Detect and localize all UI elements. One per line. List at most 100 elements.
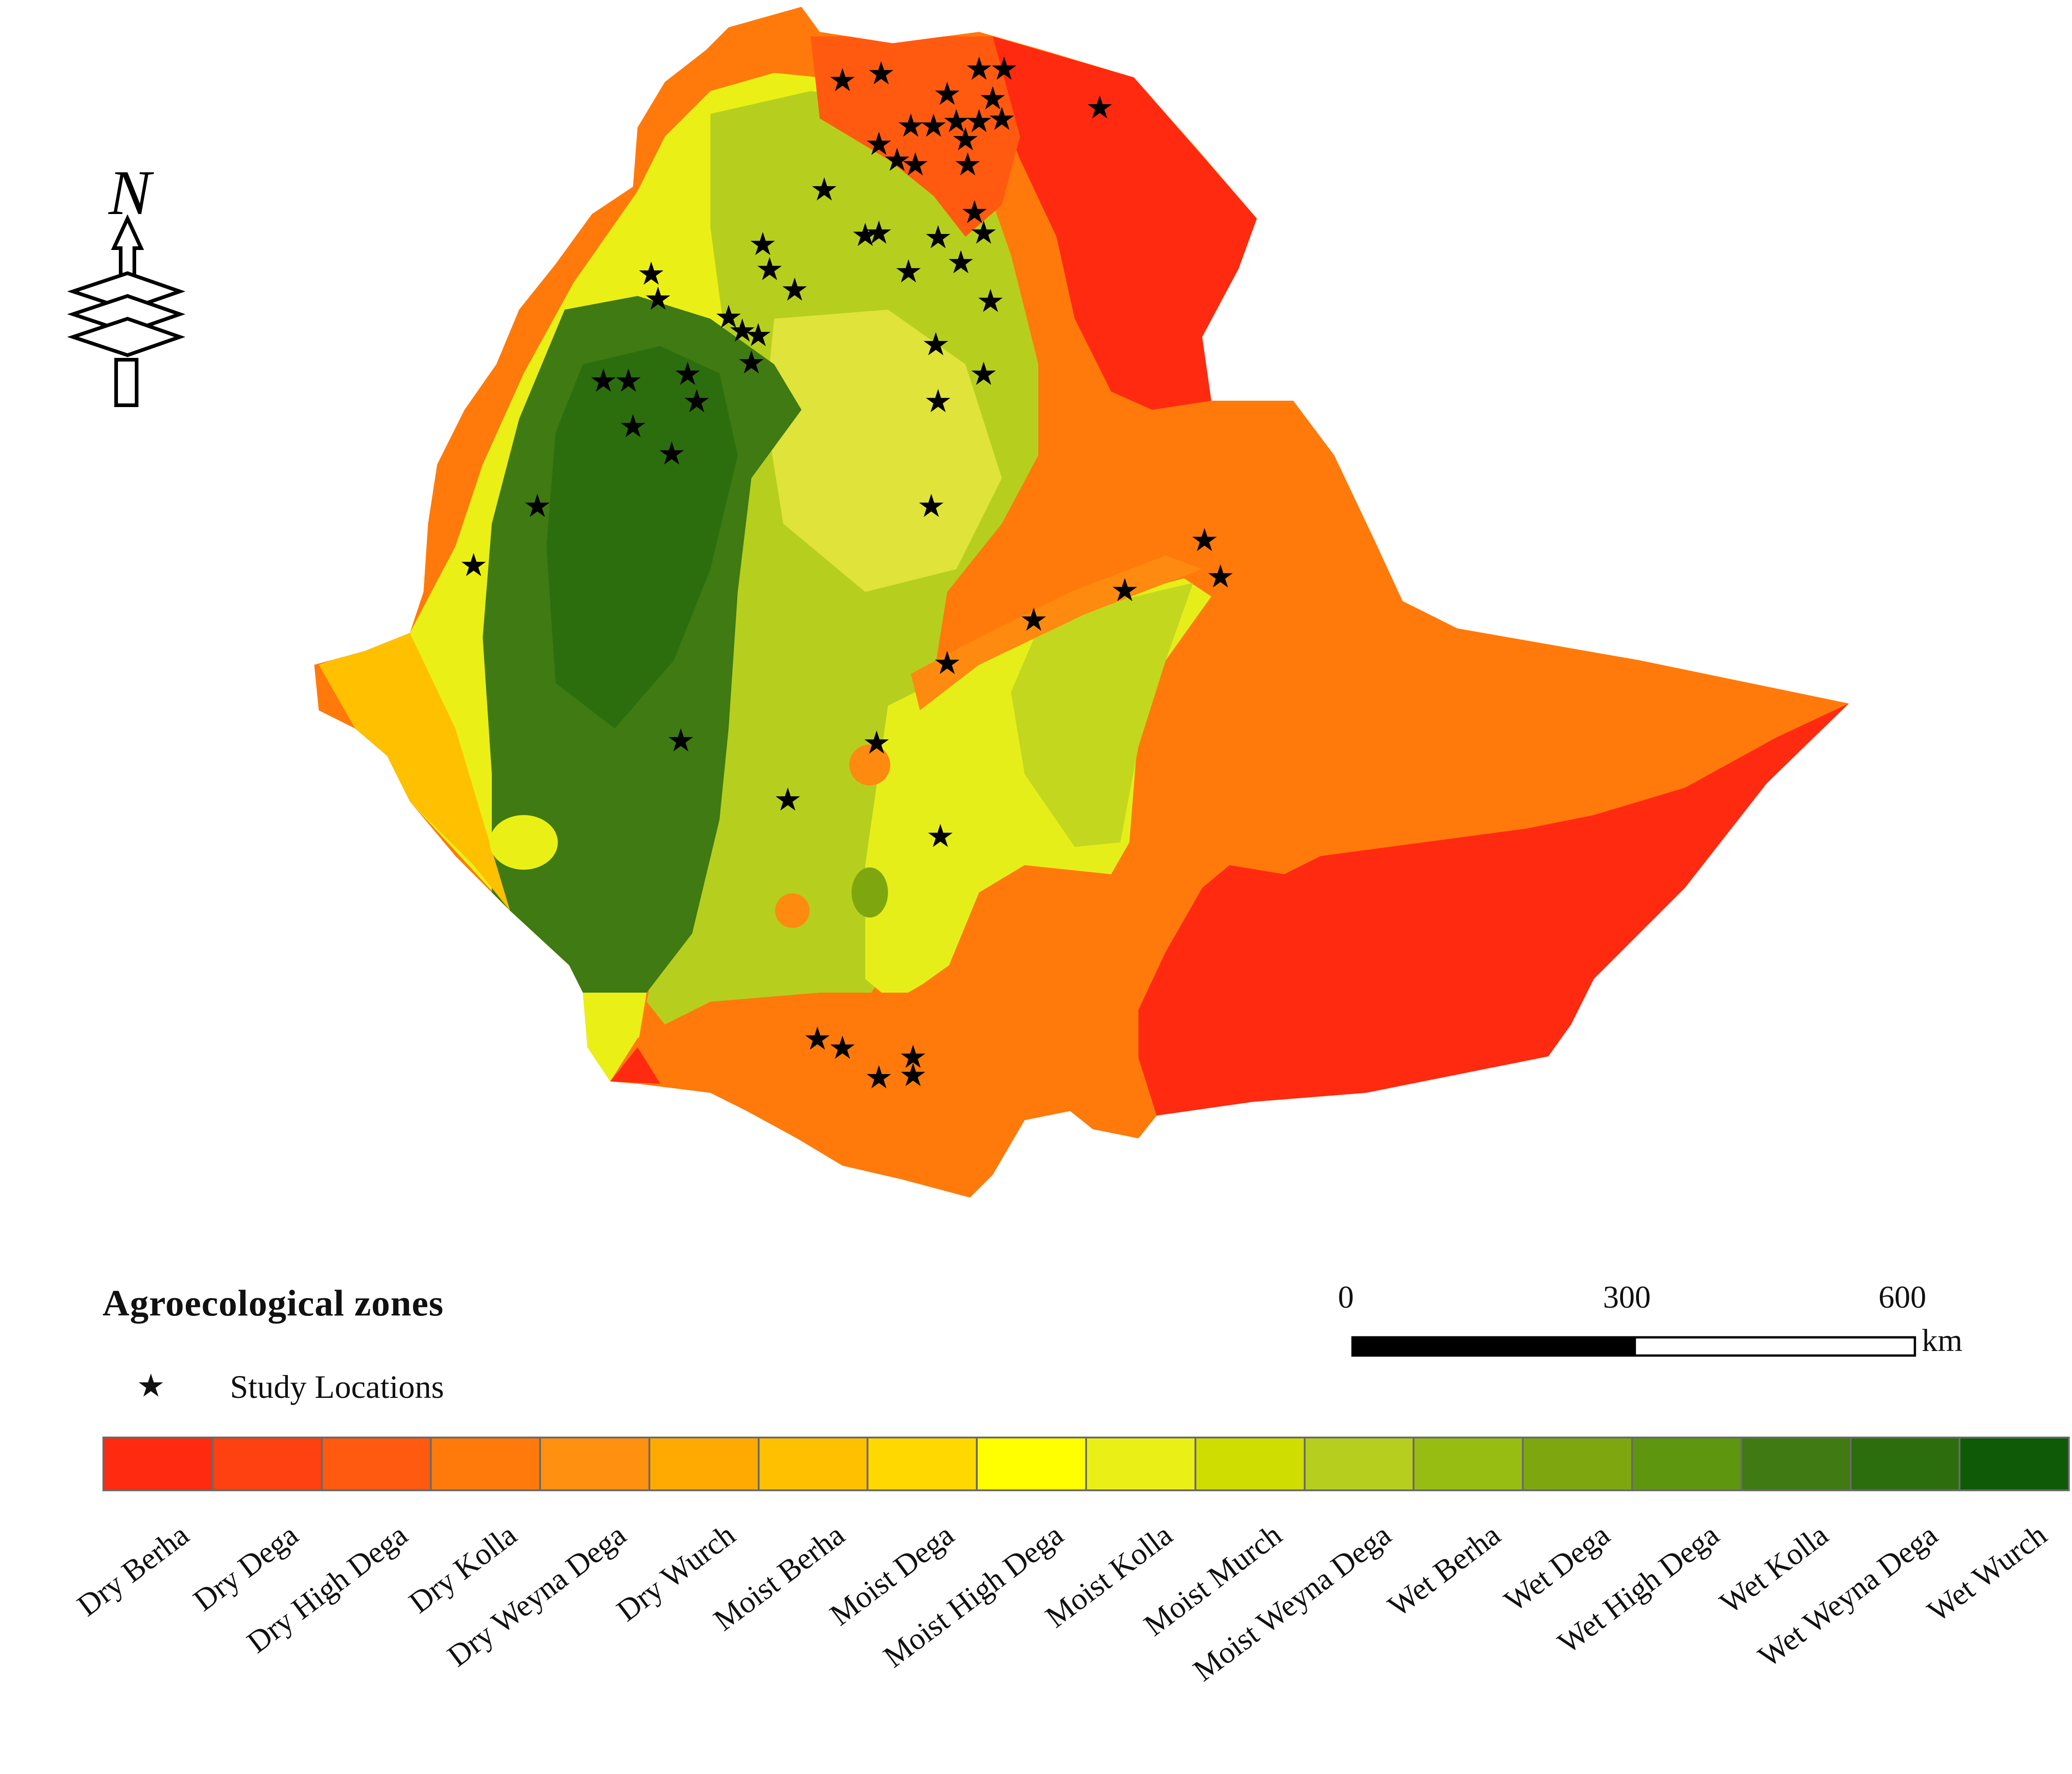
study-locations: ★ ★ ★ ★ ★ ★ ★ ★ ★ ★ ★ ★ ★ ★ ★ ★ ★ ★ ★ ★ … (459, 50, 1235, 1096)
study-location-star[interactable]: ★ (865, 125, 893, 163)
study-location-star[interactable]: ★ (965, 102, 994, 140)
legend-study-locations-label: Study Locations (230, 1369, 444, 1405)
zone-dry-high-dega-area-north (811, 36, 1020, 237)
scale-tick-600: 600 (1878, 1280, 1926, 1315)
study-location-star[interactable]: ★ (774, 781, 802, 818)
study-location-star[interactable]: ★ (637, 255, 666, 292)
lake-area-4 (490, 815, 558, 870)
study-location-star[interactable]: ★ (589, 362, 618, 399)
study-location-star[interactable]: ★ (924, 382, 953, 420)
study-location-star[interactable]: ★ (867, 55, 896, 92)
scale-bar-dark-segment (1351, 1336, 1636, 1357)
scale-tick-300: 300 (1603, 1280, 1651, 1315)
study-location-star[interactable]: ★ (619, 408, 648, 445)
study-location-star[interactable]: ★ (976, 282, 1005, 320)
legend-swatch (759, 1438, 869, 1489)
study-location-star[interactable]: ★ (919, 107, 948, 144)
study-location-star[interactable]: ★ (803, 1020, 832, 1057)
legend-swatch (1087, 1438, 1196, 1489)
study-location-star[interactable]: ★ (1206, 558, 1235, 595)
study-location-star[interactable]: ★ (894, 253, 923, 290)
study-location-star[interactable]: ★ (901, 146, 930, 183)
study-location-star[interactable]: ★ (917, 487, 946, 525)
zone-dry-berha-area-northeast (993, 36, 1257, 410)
study-location-star[interactable]: ★ (933, 644, 962, 682)
legend-swatch (1305, 1438, 1415, 1489)
study-location-star[interactable]: ★ (988, 100, 1016, 138)
study-location-star[interactable]: ★ (658, 435, 686, 472)
zone-moist-murch-area-south (1011, 583, 1193, 847)
study-location-star[interactable]: ★ (728, 312, 757, 349)
study-location-star[interactable]: ★ (523, 487, 552, 525)
study-location-star[interactable]: ★ (954, 146, 982, 183)
study-location-star[interactable]: ★ (970, 355, 998, 393)
study-location-star[interactable]: ★ (667, 722, 695, 759)
legend-swatch (1196, 1438, 1306, 1489)
study-location-star[interactable]: ★ (828, 1029, 857, 1066)
study-location-star[interactable]: ★ (714, 298, 743, 336)
north-arrow: N (67, 158, 186, 407)
study-location-star[interactable]: ★ (851, 216, 880, 254)
legend-title: Agroecological zones (102, 1282, 444, 1324)
study-location-star[interactable]: ★ (942, 102, 971, 140)
study-location-star[interactable]: ★ (899, 1056, 928, 1094)
study-location-star[interactable]: ★ (883, 141, 912, 178)
legend-swatch (650, 1438, 760, 1489)
legend-swatch (1960, 1438, 2068, 1489)
study-location-star[interactable]: ★ (979, 80, 1007, 117)
study-location-star[interactable]: ★ (810, 171, 839, 208)
study-location-star[interactable]: ★ (1111, 571, 1139, 609)
study-location-star[interactable]: ★ (737, 344, 766, 381)
zone-dry-berha-area-south (610, 1047, 660, 1084)
study-location-star[interactable]: ★ (897, 107, 925, 144)
study-location-star[interactable]: ★ (922, 326, 950, 363)
study-location-star[interactable]: ★ (744, 316, 773, 354)
study-location-star[interactable]: ★ (749, 225, 777, 263)
study-location-star[interactable]: ★ (644, 280, 673, 317)
legend-swatch (1633, 1438, 1742, 1489)
scale-unit: km (1922, 1323, 1963, 1358)
lake-area-3 (852, 867, 888, 918)
study-location-star[interactable]: ★ (828, 61, 857, 99)
legend-swatch (1524, 1438, 1633, 1489)
legend-swatch (104, 1438, 214, 1489)
study-location-star[interactable]: ★ (683, 382, 711, 420)
study-location-star[interactable]: ★ (965, 50, 994, 87)
legend-swatch (1742, 1438, 1852, 1489)
legend-swatch (541, 1438, 650, 1489)
scale-bar-light-segment (1633, 1336, 1916, 1357)
study-location-star[interactable]: ★ (899, 1038, 928, 1076)
study-location-star[interactable]: ★ (865, 1059, 893, 1096)
study-location-star[interactable]: ★ (947, 244, 975, 281)
legend-study-locations: ★ Study Locations (137, 1371, 444, 1404)
study-location-star[interactable]: ★ (990, 50, 1019, 87)
study-location-star[interactable]: ★ (926, 817, 955, 855)
legend-swatch (1851, 1438, 1961, 1489)
legend-swatch (213, 1438, 323, 1489)
study-location-star[interactable]: ★ (755, 250, 784, 288)
zone-moist-murch-area (765, 310, 1002, 592)
legend-color-bar (102, 1437, 2070, 1491)
legend-swatch (432, 1438, 541, 1489)
study-location-star[interactable]: ★ (933, 75, 962, 112)
zone-moist-berha-area-west (319, 633, 510, 911)
scale-bar (1351, 1336, 1916, 1357)
study-location-star[interactable]: ★ (674, 355, 702, 393)
legend-swatch (978, 1438, 1087, 1489)
study-location-star[interactable]: ★ (1086, 89, 1114, 126)
study-location-star[interactable]: ★ (1190, 521, 1219, 559)
study-location-star[interactable]: ★ (970, 214, 998, 251)
study-location-star[interactable]: ★ (862, 724, 891, 761)
study-location-star[interactable]: ★ (951, 121, 980, 158)
study-location-star[interactable]: ★ (614, 362, 643, 399)
study-location-star[interactable]: ★ (1020, 601, 1048, 638)
study-location-star[interactable]: ★ (960, 194, 989, 231)
study-location-star[interactable]: ★ (865, 214, 893, 251)
study-location-star[interactable]: ★ (781, 271, 809, 308)
legend-swatch (1414, 1438, 1524, 1489)
study-location-star[interactable]: ★ (924, 219, 953, 256)
study-location-star[interactable]: ★ (459, 546, 488, 584)
lake-area-2 (775, 893, 810, 928)
